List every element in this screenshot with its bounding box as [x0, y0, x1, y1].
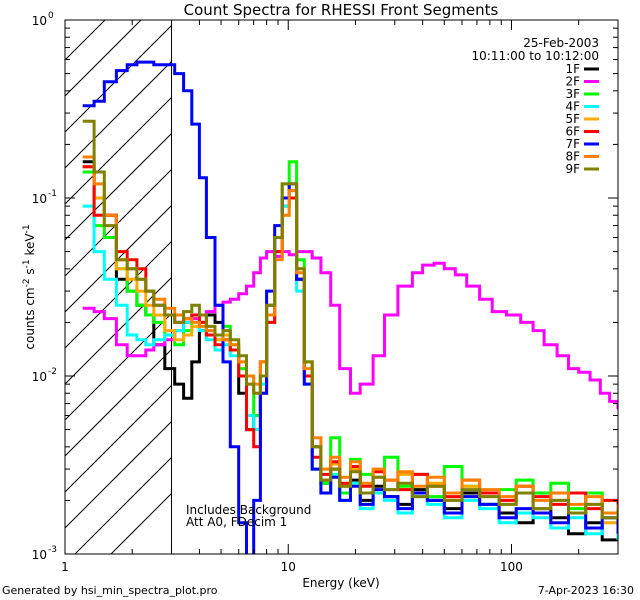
chart-title: Count Spectra for RHESSI Front Segments — [184, 1, 499, 19]
x-tick-labels: 1 10 100 — [61, 560, 523, 574]
x-axis-label: Energy (keV) — [302, 576, 379, 590]
y-tick-exponent: -3 — [48, 545, 57, 555]
y-tick-exponent: -1 — [48, 189, 57, 199]
hatch-line — [65, 241, 172, 349]
y-label-mid1: s — [23, 268, 37, 278]
legend-label-6f: 6F — [565, 125, 580, 139]
y-tick-label: 10 — [32, 548, 47, 562]
legend-label-9f: 9F — [565, 162, 580, 176]
hatch-line — [74, 457, 172, 554]
y-tick-label: 10 — [32, 14, 47, 28]
hatched-low-energy-region — [65, 20, 172, 554]
hatch-line — [65, 97, 172, 205]
y-axis-label: counts cm-2 s-1 keV-1 — [22, 224, 37, 349]
series-9f — [82, 119, 618, 520]
observation-date: 25-Feb-2003 — [523, 36, 599, 50]
legend-label-2f: 2F — [565, 75, 580, 89]
svg-text:counts cm-2 s-1 keV-1: counts cm-2 s-1 keV-1 — [22, 224, 37, 349]
axis-ticks — [64, 19, 619, 555]
series-7f — [82, 60, 618, 554]
hatch-line — [110, 493, 172, 554]
footer-timestamp: 7-Apr-2023 16:30 — [537, 584, 634, 597]
hatch-line — [65, 169, 172, 277]
y-label-mid2: keV — [23, 233, 37, 260]
plot-frame — [64, 19, 619, 555]
hatch-line — [65, 313, 172, 421]
legend-label-8f: 8F — [565, 150, 580, 164]
legend-label-7f: 7F — [565, 137, 580, 151]
y-tick-label: 10 — [32, 370, 47, 384]
legend-label-4f: 4F — [565, 100, 580, 114]
x-tick-label: 10 — [281, 560, 296, 574]
series-2f — [82, 250, 618, 410]
series-layer — [82, 60, 618, 554]
hatch-line — [65, 20, 142, 97]
x-tick-label: 100 — [500, 560, 523, 574]
hatch-line — [65, 133, 172, 241]
observation-time-range: 10:11:00 to 10:12:00 — [472, 49, 599, 63]
legend-label-3f: 3F — [565, 87, 580, 101]
y-label-exp2: -1 — [22, 259, 32, 268]
footer-generated-by: Generated by hsi_min_spectra_plot.pro — [2, 584, 218, 597]
hatch-line — [65, 349, 172, 457]
hatch-line — [65, 421, 172, 529]
y-tick-exponent: 0 — [48, 11, 54, 21]
hatch-line — [65, 385, 172, 493]
legend-label-5f: 5F — [565, 112, 580, 126]
y-label-exp1: -2 — [22, 278, 32, 287]
hatch-line — [65, 20, 106, 61]
annotation-attenuator: Att A0, FDecim 1 — [186, 515, 287, 529]
legend-label-1f: 1F — [565, 62, 580, 76]
y-tick-exponent: -2 — [48, 367, 57, 377]
y-label-base: counts cm — [23, 287, 37, 349]
hatch-line — [65, 25, 172, 133]
y-label-exp3: -1 — [22, 224, 32, 233]
hatch-line — [65, 277, 172, 385]
annotation-background: Includes Background — [186, 503, 311, 517]
y-tick-label: 10 — [32, 192, 47, 206]
hatch-line — [65, 61, 172, 169]
x-tick-label: 1 — [61, 560, 69, 574]
